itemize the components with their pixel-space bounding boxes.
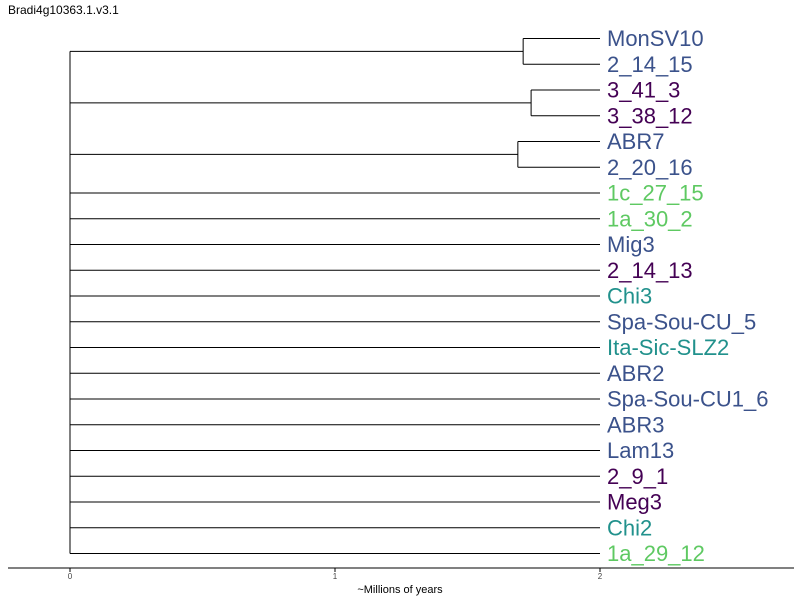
branch-lines	[69, 38, 600, 554]
leaf-label: ABR3	[607, 412, 664, 437]
leaf-label: 3_41_3	[607, 78, 680, 103]
leaf-label: 1a_29_12	[607, 541, 705, 566]
leaf-label: MonSV10	[607, 26, 704, 51]
leaf-label: ABR7	[607, 129, 664, 154]
leaf-label: 1c_27_15	[607, 181, 704, 206]
leaf-labels: MonSV102_14_153_41_33_38_12ABR72_20_161c…	[607, 26, 768, 566]
x-tick-label: 2	[598, 572, 603, 581]
leaf-label: 2_14_13	[607, 258, 693, 283]
leaf-label: Meg3	[607, 490, 662, 515]
leaf-label: Lam13	[607, 438, 674, 463]
x-axis-title: ~Millions of years	[357, 584, 443, 596]
leaf-label: Spa-Sou-CU_5	[607, 309, 756, 334]
leaf-label: ABR2	[607, 361, 664, 386]
leaf-label: Chi3	[607, 284, 652, 309]
leaf-label: Spa-Sou-CU1_6	[607, 387, 768, 412]
leaf-label: 2_14_15	[607, 52, 693, 77]
leaf-label: Ita-Sic-SLZ2	[607, 335, 729, 360]
leaf-label: 1a_30_2	[607, 206, 693, 231]
leaf-label: Chi2	[607, 515, 652, 540]
x-tick-label: 0	[68, 572, 73, 581]
x-tick-label: 1	[333, 572, 338, 581]
leaf-label: Mig3	[607, 232, 655, 257]
chart-title: Bradi4g10363.1.v3.1	[8, 3, 119, 17]
leaf-label: 2_9_1	[607, 464, 668, 489]
leaf-label: 2_20_16	[607, 155, 693, 180]
leaf-label: 3_38_12	[607, 103, 693, 128]
x-axis: 0 1 2 ~Millions of years	[8, 567, 794, 596]
x-axis-ticks: 0 1 2	[68, 568, 603, 581]
